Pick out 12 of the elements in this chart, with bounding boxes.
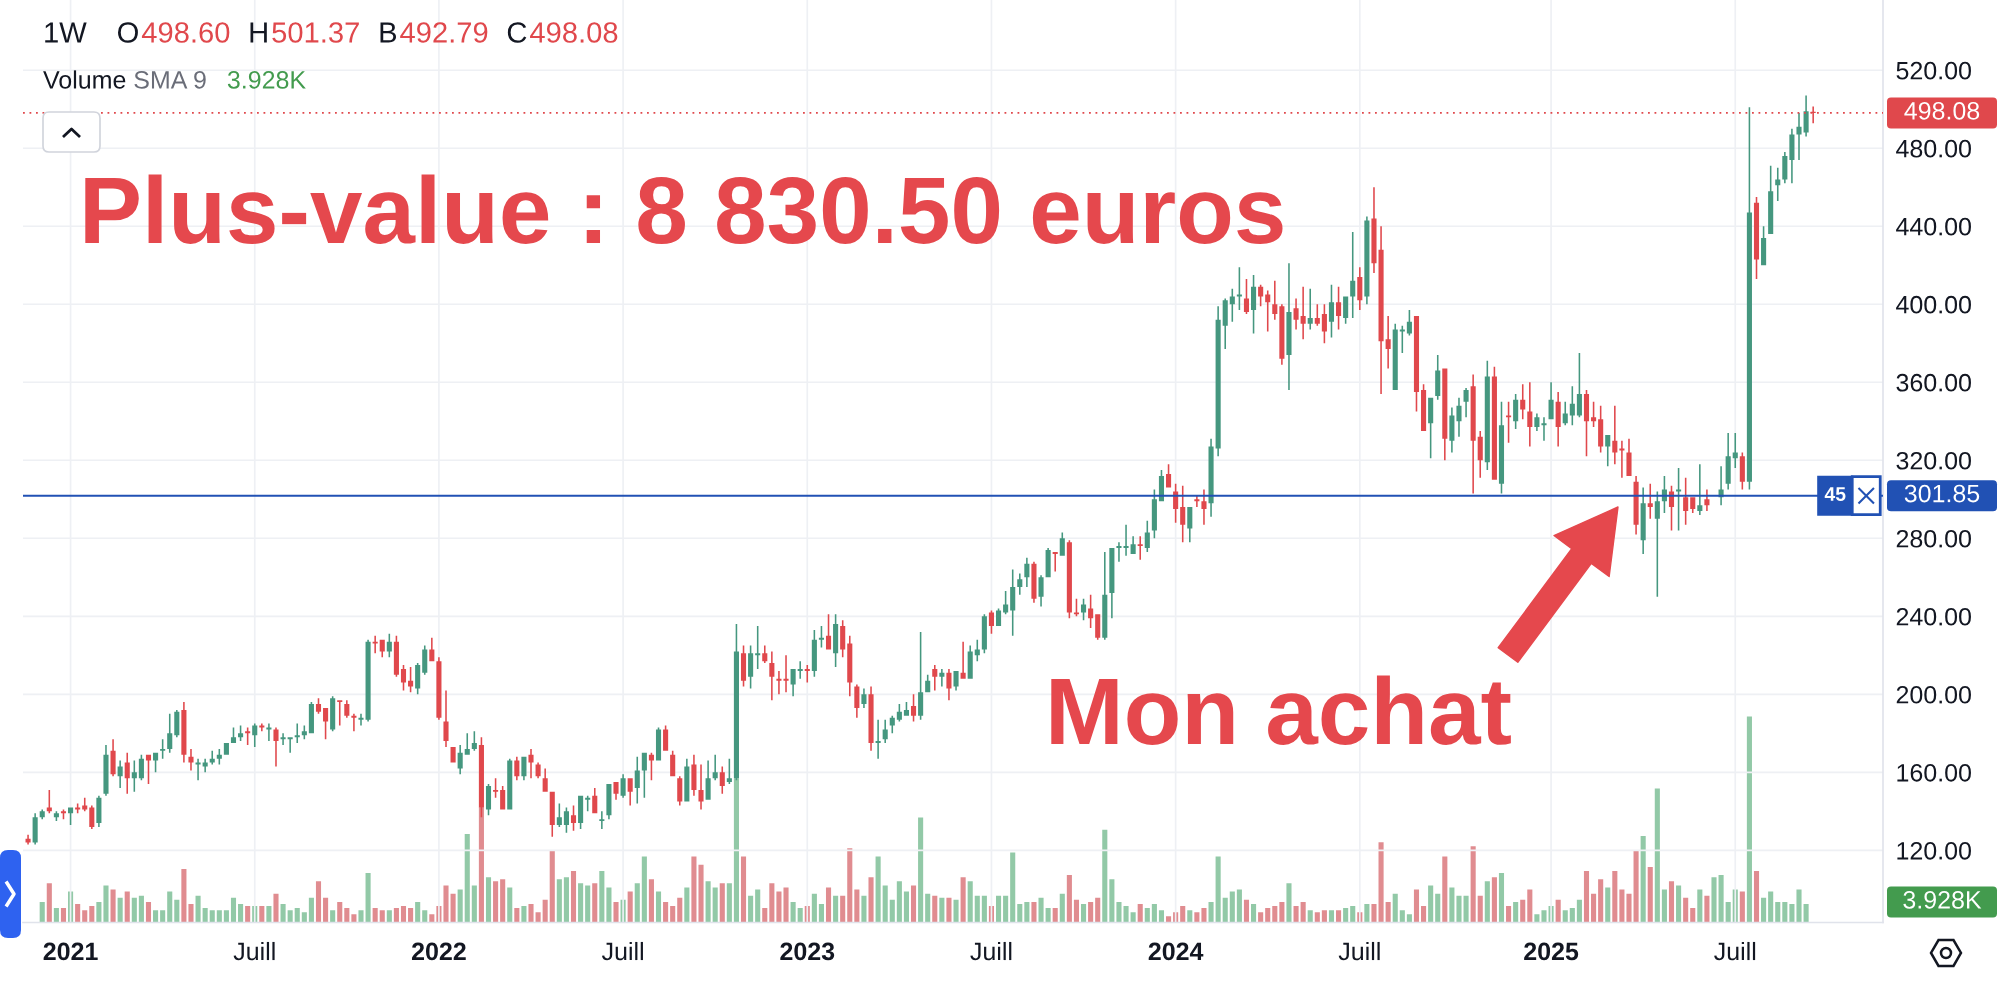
x-tick-label: 2024	[1148, 942, 1204, 961]
x-tick-label: Juill	[601, 941, 643, 961]
x-tick-label: 2023	[780, 942, 835, 961]
x-tick-label: 2025	[1524, 942, 1579, 961]
x-tick-label: Juill	[970, 941, 1012, 961]
x-tick-label: Juill	[1714, 941, 1756, 961]
text: 1W	[45, 22, 87, 43]
x-tick-label: Juill	[1338, 941, 1380, 961]
text: O498.60 H501.37 B492.79 C498.08	[118, 22, 618, 43]
x-tick-label: 2022	[411, 942, 466, 961]
x-tick-label: Juill	[233, 941, 275, 961]
x-tick-label: 2021	[43, 942, 98, 961]
